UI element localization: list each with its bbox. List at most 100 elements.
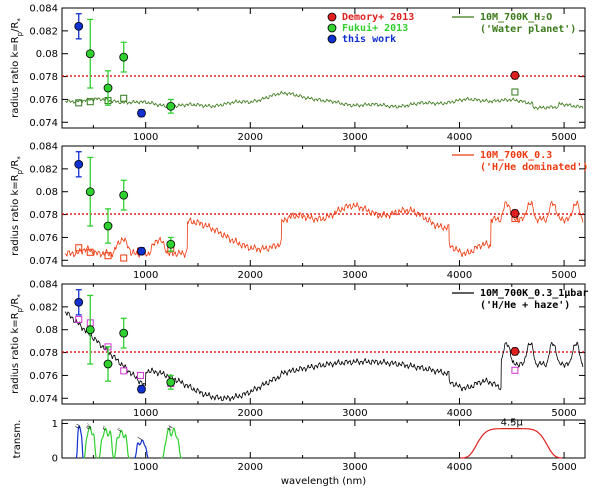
thiswork-point xyxy=(137,384,146,394)
y-tick-label: 0.084 xyxy=(29,142,58,153)
fukui-point xyxy=(103,83,113,93)
plot-frame xyxy=(61,145,586,267)
y-axis-label-part: /R xyxy=(10,22,21,32)
y-tick-label: 0.074 xyxy=(29,394,58,405)
y-tick-label: 0.082 xyxy=(29,26,58,37)
filter-curve-H xyxy=(161,427,183,459)
y-tick-label: 0.076 xyxy=(29,233,58,244)
model-legend-description: ('Water planet') xyxy=(480,24,576,35)
x-tick-label: 3000 xyxy=(342,408,367,419)
y-axis-label-part: /R xyxy=(10,160,21,170)
panel-top: 1000 2000 3000 4000 5000 0.074 0.076 0.078 0.08 0… xyxy=(10,4,586,143)
filter-curve-r' xyxy=(98,427,115,459)
y-tick-label: 0.078 xyxy=(29,210,58,221)
y-axis-label-part: /R xyxy=(10,298,21,308)
filter-label: H xyxy=(166,425,174,432)
y-tick-label: 0.074 xyxy=(29,118,58,129)
fukui-point xyxy=(119,190,129,200)
y-tick-label: 0.082 xyxy=(29,302,58,313)
x-tick-label: 1000 xyxy=(133,270,158,281)
x-tick-label: 4000 xyxy=(447,270,472,281)
fukui-point xyxy=(103,221,113,231)
model-legend-label: 10M_700K_0.3 xyxy=(480,150,552,161)
y-tick-label: 0.076 xyxy=(29,95,58,106)
model-legend-label: 10M_700K_H₂O xyxy=(480,12,552,23)
x-tick-label: 2000 xyxy=(238,408,263,419)
filter-curve-i' xyxy=(113,429,130,459)
y-tick-label: 0 xyxy=(52,454,58,465)
model-spectrum xyxy=(64,311,584,402)
thiswork-point xyxy=(137,108,146,118)
model-legend-description: ('H/He dominated') xyxy=(480,161,588,173)
legend-marker xyxy=(327,34,337,44)
filter-curve-U xyxy=(75,425,84,459)
legend-label: this work xyxy=(342,33,396,45)
filter-label: r' xyxy=(101,425,109,432)
thiswork-point xyxy=(74,297,84,307)
y-axis-label-sub: p xyxy=(16,307,24,312)
x-tick-label: 4000 xyxy=(447,408,472,419)
band-model-square xyxy=(75,99,83,107)
fukui-point xyxy=(119,52,129,62)
plot-frame xyxy=(61,419,586,459)
thiswork-point xyxy=(137,246,146,256)
y-tick-label: 1 xyxy=(52,419,58,430)
band-model-square xyxy=(75,315,83,323)
band-model-square xyxy=(136,371,144,379)
x-tick-label: 2000 xyxy=(238,270,263,281)
demory-point xyxy=(510,347,520,356)
filter-label: 4.5μ xyxy=(501,418,524,429)
x-tick-label: 1000 xyxy=(133,408,158,419)
y-axis-label: radius ratio k=Rp/R* xyxy=(10,18,24,118)
band-model-square xyxy=(511,88,519,96)
x-tick-label: 4000 xyxy=(447,132,472,143)
y-axis-label: radius ratio k=Rp/R* xyxy=(10,156,24,256)
filter-label: J xyxy=(136,436,144,442)
band-model-square xyxy=(120,367,128,375)
fukui-point xyxy=(119,328,129,338)
y-tick-label: 0.08 xyxy=(36,49,58,60)
x-tick-label: 5000 xyxy=(551,132,576,143)
demory-point xyxy=(510,71,520,80)
band-model-square xyxy=(120,254,128,262)
y-tick-label: 0.076 xyxy=(29,371,58,382)
y-tick-label: 0.078 xyxy=(29,348,58,359)
x-tick-label: 5000 xyxy=(551,462,576,473)
filter-curve-4.5μ xyxy=(460,428,562,459)
band-model-square xyxy=(104,252,112,260)
band-model-square xyxy=(86,98,94,106)
x-tick-label: 1000 xyxy=(133,462,158,473)
fukui-point xyxy=(166,239,176,249)
thiswork-point xyxy=(74,159,84,169)
model-legend-label: 10M_700K_0.3_1μbar xyxy=(480,288,588,299)
y-tick-label: 0.082 xyxy=(29,164,58,175)
y-tick-label: 0.078 xyxy=(29,72,58,83)
filter-label: g' xyxy=(85,422,94,431)
y-axis-label: radius ratio k=Rp/R* xyxy=(10,294,24,394)
legend-marker xyxy=(327,12,337,22)
band-model-square xyxy=(86,248,94,256)
model-legend-description: ('H/He + haze') xyxy=(480,300,570,311)
thiswork-point xyxy=(74,21,84,31)
model-spectrum xyxy=(64,90,584,111)
panel-middle: 1000 2000 3000 4000 5000 0.074 0.076 0.078 0.08 0… xyxy=(10,142,588,282)
filter-curve-g' xyxy=(83,425,98,459)
x-tick-label: 2000 xyxy=(238,462,263,473)
x-tick-label: 2000 xyxy=(238,132,263,143)
x-tick-label: 1000 xyxy=(133,132,158,143)
legend-label: Fukui+ 2013 xyxy=(342,22,408,34)
filter-label: U xyxy=(74,423,82,430)
band-model-square xyxy=(75,244,83,252)
fukui-point xyxy=(85,187,95,197)
fukui-point xyxy=(166,101,176,111)
y-axis-label: transm. xyxy=(12,420,23,459)
y-tick-label: 0.084 xyxy=(29,4,58,15)
x-tick-label: 4000 xyxy=(447,462,472,473)
fukui-point xyxy=(85,49,95,59)
x-tick-label: 3000 xyxy=(342,462,367,473)
band-model-square xyxy=(120,94,128,102)
y-axis-label-sub: * xyxy=(16,156,24,160)
